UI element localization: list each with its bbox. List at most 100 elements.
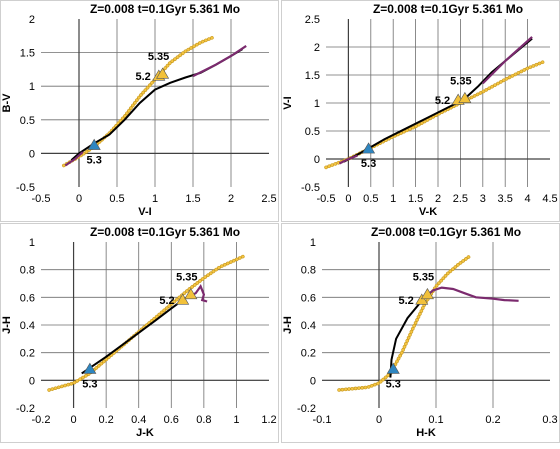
x-axis-label: J-K <box>136 427 154 439</box>
chart-title: Z=0.008 t=0.1Gyr 5.361 Mo <box>371 225 521 239</box>
y-tick-label: 1 <box>314 98 320 110</box>
y-tick-label: 1.5 <box>305 70 320 82</box>
marker-label: 5.35 <box>450 76 471 88</box>
x-tick-label: 0.3 <box>542 414 557 426</box>
chart-title: Z=0.008 t=0.1Gyr 5.361 Mo <box>373 2 523 16</box>
series-line-purple <box>192 44 247 78</box>
series-line-yellow-dotted-fill <box>337 254 472 392</box>
x-tick-label: 4.5 <box>542 193 557 205</box>
y-tick-label: 1 <box>29 81 35 93</box>
y-axis-label: J-H <box>1 316 13 334</box>
x-tick-label: 0.8 <box>196 414 211 426</box>
x-tick-label: 0 <box>76 193 82 205</box>
chart-panel-jh-vs-jk: Z=0.008 t=0.1Gyr 5.361 Mo -0.2 0 0.2 0.4 0.6 0… <box>0 223 279 443</box>
chart-svg-jh-vs-hk: Z=0.008 t=0.1Gyr 5.361 Mo -0.1 0 0.1 0.2 0.3 -… <box>282 225 558 439</box>
marker-label: 5.3 <box>361 158 376 170</box>
x-tick-label: 0.4 <box>131 414 146 426</box>
x-tick-label: 2 <box>228 193 234 205</box>
y-tick-label: 1 <box>310 237 316 249</box>
y-tick-label: 0.8 <box>301 265 316 277</box>
x-tick-label: 0.6 <box>164 414 179 426</box>
chart-panel-bv-vs-vi: Z=0.008 t=0.1Gyr 5.361 Mo -0.5 0 0.5 1 1.5 2 2.… <box>0 0 279 222</box>
y-tick-label: -0.5 <box>301 182 320 194</box>
series-line-purple <box>64 151 84 167</box>
triangle-marker <box>184 287 198 300</box>
y-tick-label: 0 <box>314 154 320 166</box>
series-line-purple <box>338 154 358 165</box>
triangle-marker <box>458 91 472 104</box>
y-tick-label: -0.2 <box>16 403 35 415</box>
triangle-marker <box>362 142 376 154</box>
chart-svg-jh-vs-jk: Z=0.008 t=0.1Gyr 5.361 Mo -0.2 0 0.2 0.4 0.6 0… <box>1 225 277 439</box>
series-line-purple <box>423 286 519 302</box>
x-tick-label: 4 <box>525 193 531 205</box>
y-tick-label: 0 <box>29 148 35 160</box>
y-axis-label: V-I <box>282 96 294 109</box>
triangle-marker <box>386 362 400 374</box>
chart-panel-vi-vs-vk: Z=0.008 t=0.1Gyr 5.361 Mo -0.5 0 0.5 1 1.5 2 2.… <box>281 0 560 222</box>
y-axis-label: B-V <box>1 93 13 113</box>
x-tick-label: -0.5 <box>32 193 51 205</box>
triangle-marker <box>420 287 434 300</box>
chart-panel-jh-vs-hk: Z=0.008 t=0.1Gyr 5.361 Mo -0.1 0 0.1 0.2 0.3 -… <box>281 223 560 443</box>
y-tick-label: 2.5 <box>305 14 320 26</box>
marker-label: 5.2 <box>435 95 450 107</box>
series-line-yellow-dotted-fill <box>47 254 246 392</box>
y-tick-label: 0 <box>29 375 35 387</box>
x-tick-label: -0.2 <box>32 414 51 426</box>
y-tick-label: 0.2 <box>301 348 316 360</box>
x-tick-label: 2.5 <box>453 193 468 205</box>
triangle-marker <box>156 67 170 79</box>
marker-label: 5.3 <box>82 378 97 390</box>
marker-label: 5.35 <box>176 272 197 284</box>
y-tick-label: 1.5 <box>20 48 35 60</box>
y-tick-label: 0.4 <box>301 320 316 332</box>
x-tick-label: 0.2 <box>485 414 500 426</box>
x-tick-label: -0.5 <box>317 193 336 205</box>
y-tick-label: 2 <box>29 14 35 26</box>
x-axis-label: H-K <box>416 427 436 439</box>
triangle-marker <box>415 293 429 305</box>
x-tick-label: -0.1 <box>313 414 332 426</box>
triangle-marker <box>87 138 101 150</box>
x-axis-label: V-K <box>419 206 437 218</box>
chart-title: Z=0.008 t=0.1Gyr 5.361 Mo <box>90 225 240 239</box>
y-tick-label: 0.6 <box>20 292 35 304</box>
x-tick-label: 3.5 <box>498 193 513 205</box>
x-tick-label: 0.2 <box>98 414 113 426</box>
y-tick-label: 0.5 <box>20 115 35 127</box>
marker-label: 5.2 <box>159 295 174 307</box>
triangle-marker <box>176 293 190 305</box>
chart-svg-vi-vs-vk: Z=0.008 t=0.1Gyr 5.361 Mo -0.5 0 0.5 1 1.5 2 2.… <box>282 2 558 218</box>
series-line-black <box>81 299 184 375</box>
y-tick-label: 2 <box>314 42 320 54</box>
x-tick-label: 1.5 <box>408 193 423 205</box>
x-tick-label: 0.1 <box>428 414 443 426</box>
y-tick-label: 0.4 <box>20 320 35 332</box>
marker-label: 5.3 <box>386 378 401 390</box>
x-tick-label: 1 <box>233 414 239 426</box>
x-axis-label: V-I <box>138 206 151 218</box>
series-line-purple <box>187 284 208 303</box>
y-tick-label: 0.2 <box>20 348 35 360</box>
y-axis-label: J-H <box>282 316 294 334</box>
x-tick-label: 0 <box>71 414 77 426</box>
x-tick-label: 1.5 <box>185 193 200 205</box>
x-tick-label: 0.5 <box>109 193 124 205</box>
x-tick-label: 2 <box>435 193 441 205</box>
series-line-purple <box>482 36 533 85</box>
x-tick-label: 1.2 <box>261 414 276 426</box>
y-tick-label: 0.6 <box>301 292 316 304</box>
marker-label: 5.3 <box>87 154 102 166</box>
y-tick-label: 0 <box>310 375 316 387</box>
x-tick-label: 0 <box>345 193 351 205</box>
x-tick-label: 2.5 <box>261 193 276 205</box>
x-tick-label: 0.5 <box>363 193 378 205</box>
y-tick-label: -0.2 <box>297 403 316 415</box>
x-tick-label: 3 <box>480 193 486 205</box>
marker-label: 5.35 <box>148 51 169 63</box>
chart-svg-bv-vs-vi: Z=0.008 t=0.1Gyr 5.361 Mo -0.5 0 0.5 1 1.5 2 2.… <box>1 2 277 218</box>
chart-title: Z=0.008 t=0.1Gyr 5.361 Mo <box>90 2 240 16</box>
triangle-marker <box>83 362 97 374</box>
